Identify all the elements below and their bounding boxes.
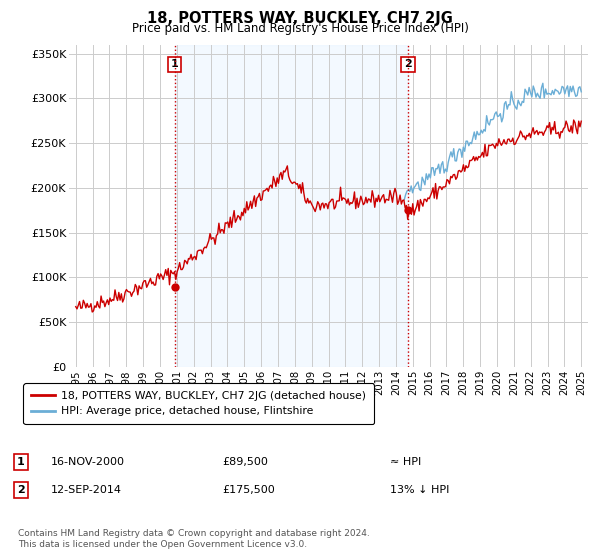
Text: £175,500: £175,500 (222, 485, 275, 495)
Legend: 18, POTTERS WAY, BUCKLEY, CH7 2JG (detached house), HPI: Average price, detached: 18, POTTERS WAY, BUCKLEY, CH7 2JG (detac… (23, 384, 374, 424)
Text: 2: 2 (404, 59, 412, 69)
Text: ≈ HPI: ≈ HPI (390, 457, 421, 467)
Text: 16-NOV-2000: 16-NOV-2000 (51, 457, 125, 467)
Text: 18, POTTERS WAY, BUCKLEY, CH7 2JG: 18, POTTERS WAY, BUCKLEY, CH7 2JG (147, 11, 453, 26)
Text: 1: 1 (171, 59, 179, 69)
Text: 1: 1 (17, 457, 25, 467)
Text: Contains HM Land Registry data © Crown copyright and database right 2024.
This d: Contains HM Land Registry data © Crown c… (18, 529, 370, 549)
Text: £89,500: £89,500 (222, 457, 268, 467)
Text: 2: 2 (17, 485, 25, 495)
Text: 12-SEP-2014: 12-SEP-2014 (51, 485, 122, 495)
Bar (175, 45, 408, 367)
Text: 13% ↓ HPI: 13% ↓ HPI (390, 485, 449, 495)
Text: Price paid vs. HM Land Registry's House Price Index (HPI): Price paid vs. HM Land Registry's House … (131, 22, 469, 35)
